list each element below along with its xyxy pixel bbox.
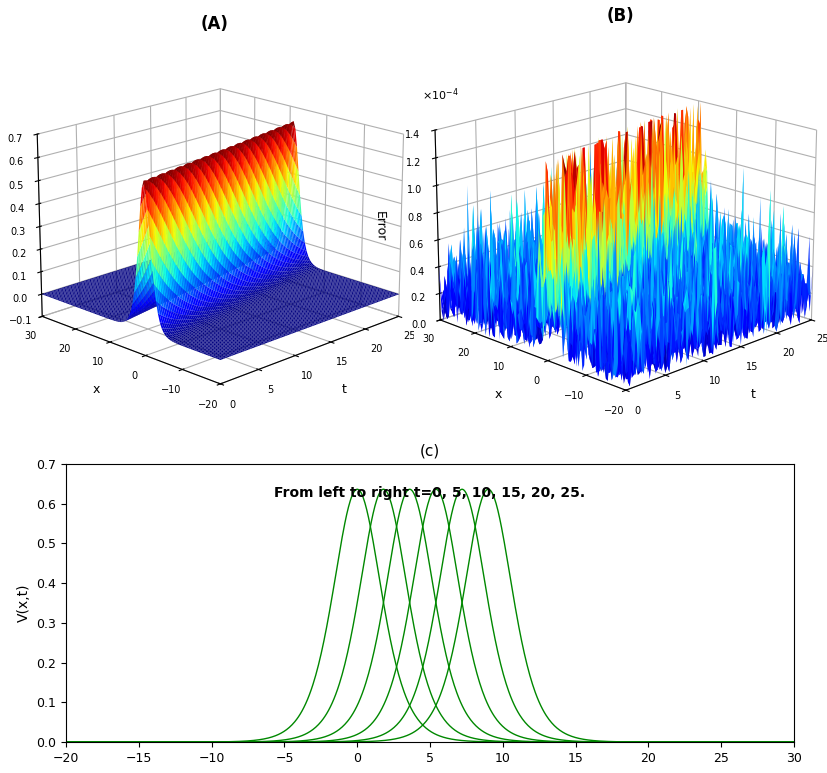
Y-axis label: V(x,t): V(x,t)	[17, 584, 31, 622]
Title: (B): (B)	[606, 7, 634, 25]
Text: From left to right t=0, 5, 10, 15, 20, 25.: From left to right t=0, 5, 10, 15, 20, 2…	[275, 486, 586, 500]
X-axis label: t: t	[751, 388, 756, 401]
Text: $\times10^{-4}$: $\times10^{-4}$	[422, 87, 458, 103]
X-axis label: x: x	[426, 771, 434, 773]
Title: (A): (A)	[201, 15, 229, 33]
X-axis label: t: t	[342, 383, 347, 396]
Title: (c): (c)	[420, 444, 440, 458]
Y-axis label: x: x	[93, 383, 100, 396]
Y-axis label: x: x	[495, 388, 502, 401]
